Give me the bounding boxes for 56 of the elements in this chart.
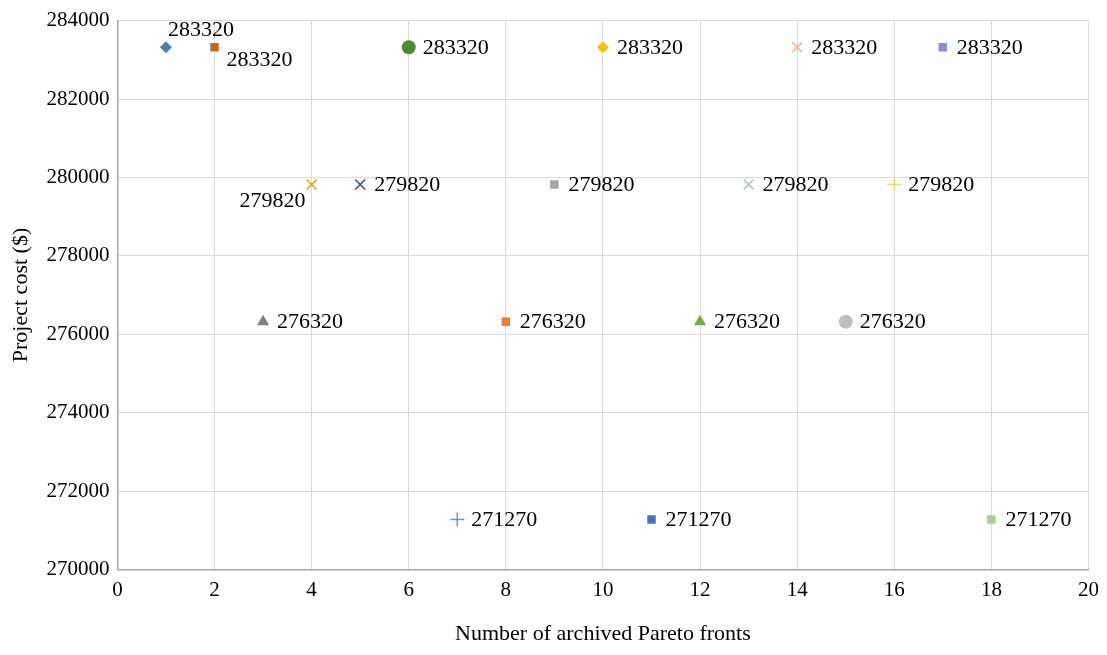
- data-label: 271270: [665, 506, 732, 532]
- point: [401, 40, 416, 55]
- y-tick-label: 278000: [46, 242, 110, 267]
- data-label: 271270: [471, 506, 538, 532]
- point: [210, 43, 219, 52]
- x-tick-label: 14: [786, 576, 809, 601]
- y-tick-label: 284000: [46, 7, 110, 32]
- data-label: 283320: [167, 16, 234, 42]
- x-tick-label: 16: [883, 576, 905, 601]
- point: [647, 515, 656, 524]
- data-label: 276320: [277, 308, 344, 334]
- data-label: 279820: [762, 171, 829, 197]
- point: [838, 314, 853, 329]
- data-label: 279820: [239, 187, 306, 213]
- data-label: 283320: [956, 34, 1023, 60]
- y-tick-label: 272000: [46, 477, 110, 502]
- point: [694, 314, 707, 326]
- point: [550, 180, 559, 189]
- x-tick-label: 10: [592, 576, 614, 601]
- y-axis-title: Project cost ($): [6, 227, 32, 363]
- y-tick-label: 270000: [46, 555, 110, 580]
- data-label: 276320: [714, 308, 781, 334]
- point: [449, 511, 466, 528]
- point: [354, 178, 366, 191]
- point: [159, 41, 172, 54]
- x-tick-label: 12: [689, 576, 711, 601]
- data-label: 283320: [226, 46, 293, 72]
- data-label: 276320: [859, 308, 926, 334]
- point: [987, 515, 996, 524]
- data-label: 283320: [811, 34, 878, 60]
- x-tick-label: 4: [306, 576, 318, 601]
- data-label: 279820: [374, 171, 441, 197]
- data-label: 283320: [422, 34, 489, 60]
- x-tick-label: 0: [112, 576, 123, 601]
- y-tick-label: 282000: [46, 85, 110, 110]
- x-tick-label: 6: [403, 576, 414, 601]
- x-tick-label: 2: [209, 576, 220, 601]
- point: [742, 178, 755, 191]
- data-label: 283320: [616, 34, 683, 60]
- data-label: 279820: [908, 171, 975, 197]
- point: [305, 178, 318, 191]
- data-label: 271270: [1005, 506, 1072, 532]
- point: [791, 41, 803, 53]
- x-axis-title: Number of archived Pareto fronts: [455, 619, 751, 645]
- data-label: 279820: [568, 171, 635, 197]
- x-tick-label: 8: [500, 576, 512, 601]
- point: [257, 314, 270, 326]
- x-tick-label: 20: [1078, 576, 1099, 601]
- point: [501, 317, 511, 326]
- y-tick-label: 276000: [46, 320, 110, 345]
- point: [886, 176, 903, 193]
- y-tick-label: 274000: [46, 399, 110, 424]
- point: [596, 41, 609, 54]
- data-label: 276320: [519, 308, 586, 334]
- x-tick-label: 18: [980, 576, 1002, 601]
- y-tick-label: 280000: [46, 163, 110, 188]
